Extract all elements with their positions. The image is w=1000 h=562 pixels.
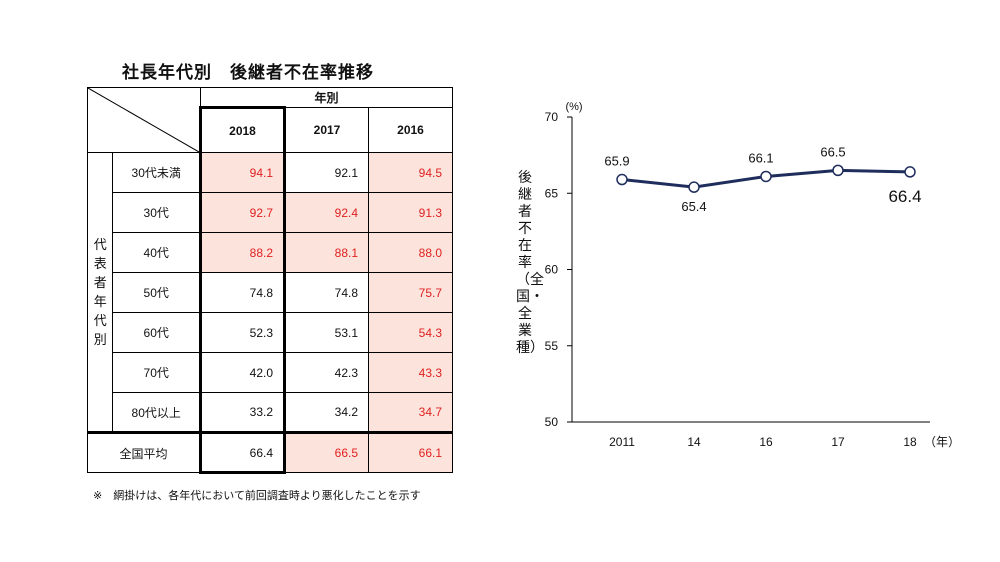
table-title: 社長年代別 後継者不在率推移 [122, 63, 374, 83]
value-cell: 53.1 [284, 312, 369, 353]
line-chart: 50 55 60 65 70 (%) 2011 14 16 17 18 （年） 65.9 65.4 66.1… [545, 101, 960, 449]
diagonal-line [88, 88, 199, 152]
value-cell: 91.3 [368, 192, 453, 233]
value-cell: 88.0 [368, 232, 453, 273]
corner-diagonal-cell [87, 87, 201, 153]
x-tick-label: 17 [831, 435, 845, 449]
value-cell: 43.3 [368, 352, 453, 393]
value-cell: 54.3 [368, 312, 453, 353]
row-group-char: 年 [93, 294, 107, 309]
data-label: 65.9 [604, 154, 629, 169]
year-header-2017: 2017 [284, 107, 369, 153]
data-point [616, 173, 628, 186]
x-tick-label: 14 [687, 435, 701, 449]
age-label: 40代 [112, 232, 201, 273]
value-cell: 94.5 [368, 152, 453, 193]
age-label: 50代 [112, 272, 201, 313]
y-unit-label: (%) [565, 101, 582, 113]
row-group-label: 代表者年代別 [86, 152, 114, 433]
data-label: 66.4 [888, 187, 921, 206]
average-value-cell: 66.1 [368, 431, 453, 473]
value-cell: 92.1 [284, 152, 369, 193]
succession-table: 年別 2018 2017 2016 代表者年代別 30代未満 94.1 92.1 94.5 30代… [86, 86, 453, 474]
row-group-char: 別 [93, 332, 107, 347]
data-point [904, 166, 916, 178]
value-cell: 92.4 [284, 192, 369, 233]
x-tick-label: 16 [759, 435, 773, 449]
year-group-header: 年別 [200, 86, 453, 109]
value-cell: 42.3 [284, 352, 369, 393]
value-cell: 34.7 [368, 392, 453, 433]
age-label: 30代未満 [112, 152, 201, 193]
x-tick-label: 18 [903, 435, 917, 449]
value-cell: 34.2 [284, 392, 369, 433]
average-value-cell: 66.4 [199, 431, 286, 474]
average-value-cell: 66.5 [284, 431, 369, 473]
y-tick-label: 70 [545, 110, 559, 124]
data-point [760, 170, 772, 183]
x-unit-label: （年） [924, 435, 960, 449]
x-tick-label: 2011 [609, 435, 635, 449]
value-cell: 92.7 [199, 192, 286, 233]
y-tick-label: 55 [545, 339, 559, 353]
national-average-label: 全国平均 [87, 431, 201, 473]
row-group-char: 者 [93, 275, 107, 290]
year-header-2018: 2018 [199, 106, 286, 153]
age-label: 30代 [112, 192, 201, 233]
y-tick-label: 60 [545, 263, 559, 277]
age-label: 70代 [112, 352, 201, 393]
y-tick-label: 50 [545, 415, 559, 429]
value-cell: 88.1 [284, 232, 369, 273]
year-header-2016: 2016 [368, 107, 453, 153]
value-cell: 74.8 [199, 272, 286, 313]
age-label: 60代 [112, 312, 201, 353]
value-cell: 88.2 [199, 232, 286, 273]
data-point [688, 181, 700, 193]
data-label: 66.1 [748, 150, 773, 165]
value-cell: 94.1 [199, 152, 286, 193]
data-point [832, 164, 844, 177]
row-group-char: 代 [93, 313, 107, 328]
age-label: 80代以上 [112, 392, 201, 433]
value-cell: 74.8 [284, 272, 369, 313]
value-cell: 75.7 [368, 272, 453, 313]
row-group-char: 代 [93, 237, 107, 252]
value-cell: 52.3 [199, 312, 286, 353]
row-group-char: 表 [93, 256, 107, 271]
value-cell: 42.0 [199, 352, 286, 393]
data-label: 66.5 [820, 144, 845, 159]
table-note: ※ 網掛けは、各年代において前回調査時より悪化したことを示す [93, 489, 421, 502]
y-tick-label: 65 [545, 186, 559, 200]
value-cell: 33.2 [199, 392, 286, 433]
data-label: 65.4 [681, 199, 706, 214]
